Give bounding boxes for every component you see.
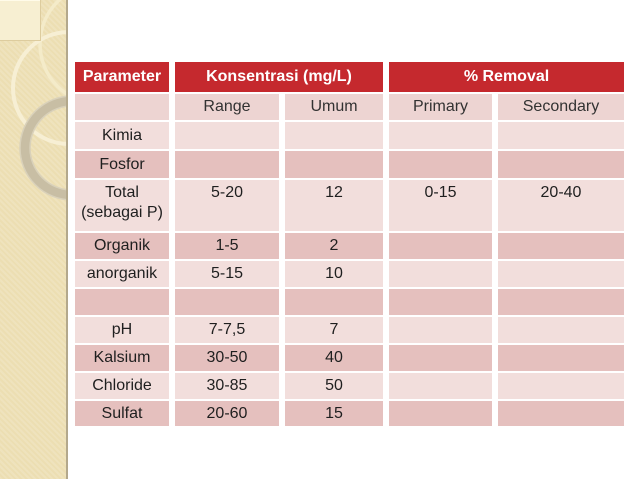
secondary-cell xyxy=(498,345,624,371)
table-row: Sulfat 20-60 15 xyxy=(75,401,624,426)
secondary-cell xyxy=(498,317,624,343)
row-label-cell: Sulfat xyxy=(75,401,169,426)
parameter-table: Parameter Konsentrasi (mg/L) % Removal R… xyxy=(69,60,630,428)
primary-cell xyxy=(389,151,492,178)
primary-cell xyxy=(389,289,492,315)
secondary-cell xyxy=(498,151,624,178)
umum-cell: 40 xyxy=(285,345,383,371)
range-cell: 5-20 xyxy=(175,180,279,231)
subheader-cell-empty xyxy=(75,94,169,120)
umum-cell xyxy=(285,122,383,149)
umum-cell: 2 xyxy=(285,233,383,259)
secondary-cell xyxy=(498,261,624,287)
table-header-row: Parameter Konsentrasi (mg/L) % Removal xyxy=(75,62,624,92)
primary-cell xyxy=(389,401,492,426)
row-label-cell: Kalsium xyxy=(75,345,169,371)
row-label-cell: anorganik xyxy=(75,261,169,287)
umum-cell xyxy=(285,289,383,315)
umum-cell: 50 xyxy=(285,373,383,399)
table-row: Kimia xyxy=(75,122,624,149)
primary-cell xyxy=(389,122,492,149)
secondary-cell xyxy=(498,401,624,426)
header-cell-removal: % Removal xyxy=(389,62,624,92)
primary-cell xyxy=(389,345,492,371)
row-label-cell: pH xyxy=(75,317,169,343)
range-cell: 5-15 xyxy=(175,261,279,287)
table-subheader-row: Range Umum Primary Secondary xyxy=(75,94,624,120)
primary-cell: 0-15 xyxy=(389,180,492,231)
subheader-cell-primary: Primary xyxy=(389,94,492,120)
subheader-cell-range: Range xyxy=(175,94,279,120)
primary-cell xyxy=(389,317,492,343)
decorative-circles-icon xyxy=(11,0,66,201)
row-label-cell: Total (sebagai P) xyxy=(75,180,169,231)
range-cell: 20-60 xyxy=(175,401,279,426)
range-cell xyxy=(175,151,279,178)
primary-cell xyxy=(389,261,492,287)
table-row: anorganik 5-15 10 xyxy=(75,261,624,287)
subheader-cell-umum: Umum xyxy=(285,94,383,120)
umum-cell: 15 xyxy=(285,401,383,426)
sidebar-corner-square xyxy=(0,0,41,41)
secondary-cell xyxy=(498,233,624,259)
header-cell-parameter: Parameter xyxy=(75,62,169,92)
table-row: Chloride 30-85 50 xyxy=(75,373,624,399)
row-label-cell: Chloride xyxy=(75,373,169,399)
table-row: pH 7-7,5 7 xyxy=(75,317,624,343)
umum-cell: 12 xyxy=(285,180,383,231)
header-cell-konsentrasi: Konsentrasi (mg/L) xyxy=(175,62,383,92)
table-row: Kalsium 30-50 40 xyxy=(75,345,624,371)
range-cell xyxy=(175,122,279,149)
table-row: Organik 1-5 2 xyxy=(75,233,624,259)
primary-cell xyxy=(389,373,492,399)
table-row: Fosfor xyxy=(75,151,624,178)
secondary-cell xyxy=(498,373,624,399)
row-label-cell: Organik xyxy=(75,233,169,259)
sidebar-decoration xyxy=(0,0,68,479)
secondary-cell xyxy=(498,289,624,315)
subheader-cell-secondary: Secondary xyxy=(498,94,624,120)
secondary-cell: 20-40 xyxy=(498,180,624,231)
secondary-cell xyxy=(498,122,624,149)
range-cell: 1-5 xyxy=(175,233,279,259)
range-cell: 30-85 xyxy=(175,373,279,399)
range-cell xyxy=(175,289,279,315)
table-row: Total (sebagai P) 5-20 12 0-15 20-40 xyxy=(75,180,624,231)
row-label-cell: Kimia xyxy=(75,122,169,149)
row-label-cell: Fosfor xyxy=(75,151,169,178)
row-label-cell xyxy=(75,289,169,315)
range-cell: 30-50 xyxy=(175,345,279,371)
umum-cell: 10 xyxy=(285,261,383,287)
range-cell: 7-7,5 xyxy=(175,317,279,343)
primary-cell xyxy=(389,233,492,259)
table-row-spacer xyxy=(75,289,624,315)
umum-cell: 7 xyxy=(285,317,383,343)
umum-cell xyxy=(285,151,383,178)
